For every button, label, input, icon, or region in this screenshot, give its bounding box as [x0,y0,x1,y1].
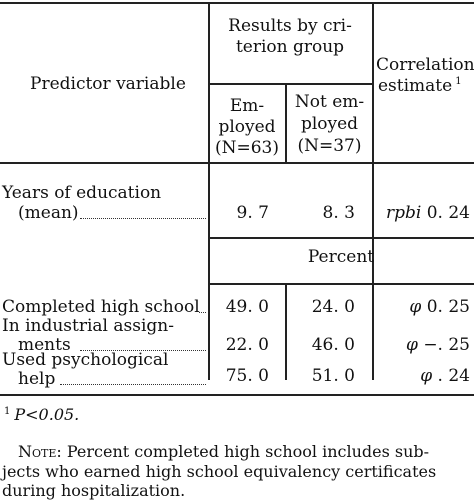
row-industrial-correlation-symbol: φ [406,335,418,355]
row-years-education-leader [80,218,206,219]
table-bottom-rule [0,394,474,396]
header-not-employed-line1: Not em- [294,92,365,112]
header-bottom-rule [0,162,474,164]
row-industrial-not-employed: 46. 0 [311,335,355,355]
row-psych-help-correlation-value: . 24 [437,366,470,386]
header-employed-line2: ployed [218,117,276,137]
row-industrial-label-line1: In industrial assign- [2,316,174,336]
row-high-school-not-employed: 24. 0 [311,297,355,317]
percent-rule-bottom [208,283,474,285]
row-high-school-label-line1: Completed high school [2,297,200,317]
row-industrial-employed: 22. 0 [225,335,269,355]
header-results-group-line2: terion group [235,37,345,57]
row-industrial-correlation: φ −. 25 [374,335,470,355]
row-years-education-label-line1: Years of education [2,183,162,203]
row-years-education-employed: 9. 7 [236,203,269,223]
footnote-1-marker: 1 [4,405,11,417]
divider-employed-notemployed-lower [285,285,287,380]
row-high-school-correlation-symbol: φ [409,297,422,317]
row-years-education-not-employed: 8. 3 [322,203,355,223]
note-label: Note [18,442,57,461]
row-high-school-correlation-value: 0. 25 [426,297,470,317]
row-psych-help-correlation-symbol: φ [420,366,433,386]
note-line2: jects who earned high school equivalency… [2,462,437,481]
row-psych-help-correlation: φ . 24 [374,366,470,386]
row-high-school-correlation: φ 0. 25 [374,297,470,317]
header-correlation-line2: estimate 1 [378,76,462,96]
table-top-rule [0,2,474,4]
note-line3: during hospitalization. [2,481,186,500]
header-predictor-variable: Predictor variable [30,74,186,94]
row-years-education-correlation: rpbi 0. 24 [374,203,470,223]
header-employed-line1: Em- [229,96,265,116]
header-not-employed-line2: ployed [300,114,359,134]
header-correlation-superscript: 1 [455,76,462,88]
footnote-1: 1 P<0.05. [4,405,79,424]
row-years-education-label-line2: (mean) [18,203,79,223]
note-line1-text: : Percent completed high school includes… [56,442,430,461]
footnote-1-text: P<0.05. [14,405,80,424]
row-psych-help-label-line2: help [18,369,56,389]
header-correlation-line1: Correlation [376,55,474,75]
row-psych-help-employed: 75. 0 [225,366,269,386]
divider-results-correlation [372,2,374,380]
divider-predictor-results [208,2,210,380]
row-psych-help-leader [60,384,206,385]
row-industrial-correlation-value: −. 25 [423,335,470,355]
results-group-rule [208,83,372,85]
row-industrial-leader [80,350,206,351]
divider-employed-notemployed [285,84,287,162]
note-line1: Note: Percent completed high school incl… [18,442,429,461]
row-years-education-correlation-symbol: rpbi [386,203,422,223]
row-industrial-label-line2: ments [18,335,71,355]
row-high-school-leader [199,312,206,313]
row-psych-help-label-line1: Used psychological [2,350,169,370]
header-correlation-label: estimate [378,76,453,96]
row-high-school-employed: 49. 0 [225,297,269,317]
percent-rule-top [208,237,474,239]
header-results-group-line1: Results by cri- [228,16,352,36]
section-percent: Percent [307,247,375,267]
row-years-education-correlation-value: 0. 24 [426,203,470,223]
row-psych-help-not-employed: 51. 0 [311,366,355,386]
header-employed-line3: (N=63) [214,138,279,158]
header-not-employed-line3: (N=37) [297,136,362,156]
